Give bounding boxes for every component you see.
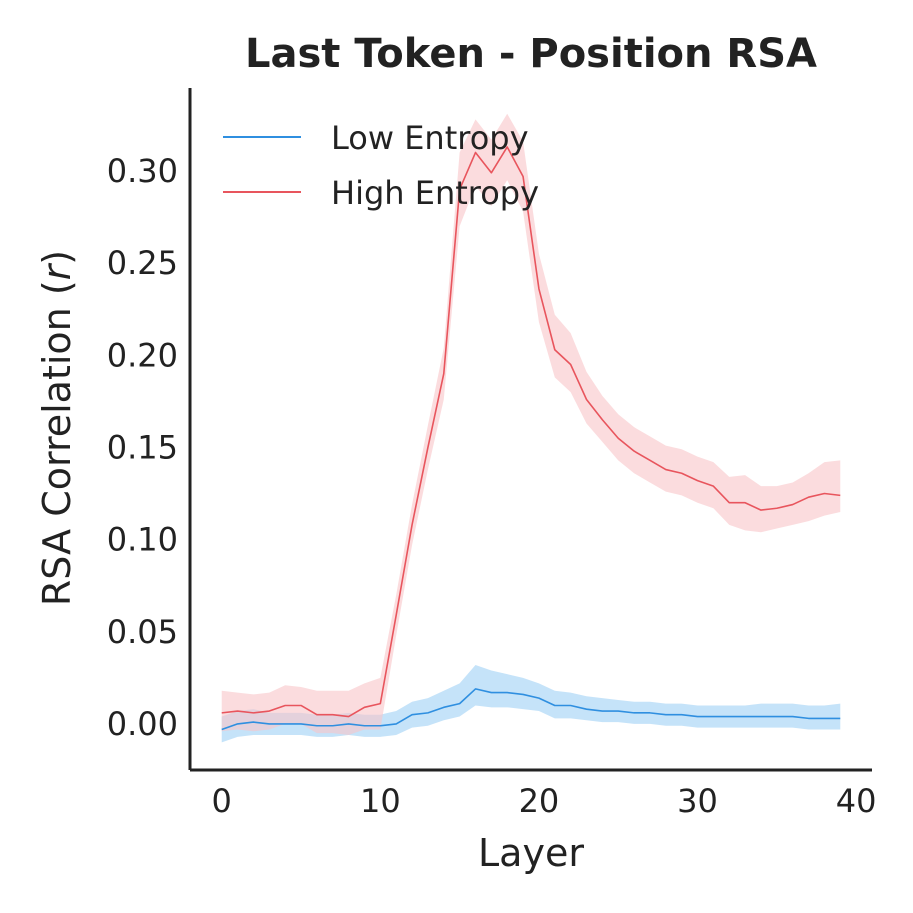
- x-axis-label: Layer: [478, 831, 584, 875]
- y-axis-label-part-2: r: [35, 262, 79, 280]
- legend: Low Entropy High Entropy: [223, 119, 539, 212]
- x-tick-label: 40: [836, 782, 877, 820]
- legend-label-high-entropy: High Entropy: [331, 174, 539, 212]
- series-lines: [221, 146, 841, 731]
- x-tick-label: 10: [360, 782, 401, 820]
- y-tick-label: 0.25: [107, 244, 178, 282]
- legend-label-low-entropy: Low Entropy: [331, 119, 529, 157]
- chart-title: Last Token - Position RSA: [245, 31, 817, 77]
- y-axis-label-part-3: ): [35, 250, 79, 265]
- y-tick-label: 0.10: [107, 521, 178, 559]
- axes: [188, 88, 872, 772]
- y-tick-label: 0.20: [107, 336, 178, 374]
- y-ticks: 0.00 0.05 0.10 0.15 0.20 0.25 0.30: [107, 152, 178, 743]
- x-ticks: 0 10 20 30 40: [212, 782, 877, 820]
- x-tick-label: 30: [677, 782, 718, 820]
- series-line-low-entropy: [221, 688, 841, 731]
- series-line-high-entropy: [221, 146, 841, 718]
- y-axis-label: RSA Correlation (r): [35, 250, 79, 606]
- y-tick-label: 0.05: [107, 613, 178, 651]
- y-tick-label: 0.30: [107, 152, 178, 190]
- x-tick-label: 0: [212, 782, 232, 820]
- y-axis-label-part-1: RSA Correlation (: [35, 280, 79, 606]
- y-tick-label: 0.00: [107, 705, 178, 743]
- x-tick-label: 20: [519, 782, 560, 820]
- y-tick-label: 0.15: [107, 428, 178, 466]
